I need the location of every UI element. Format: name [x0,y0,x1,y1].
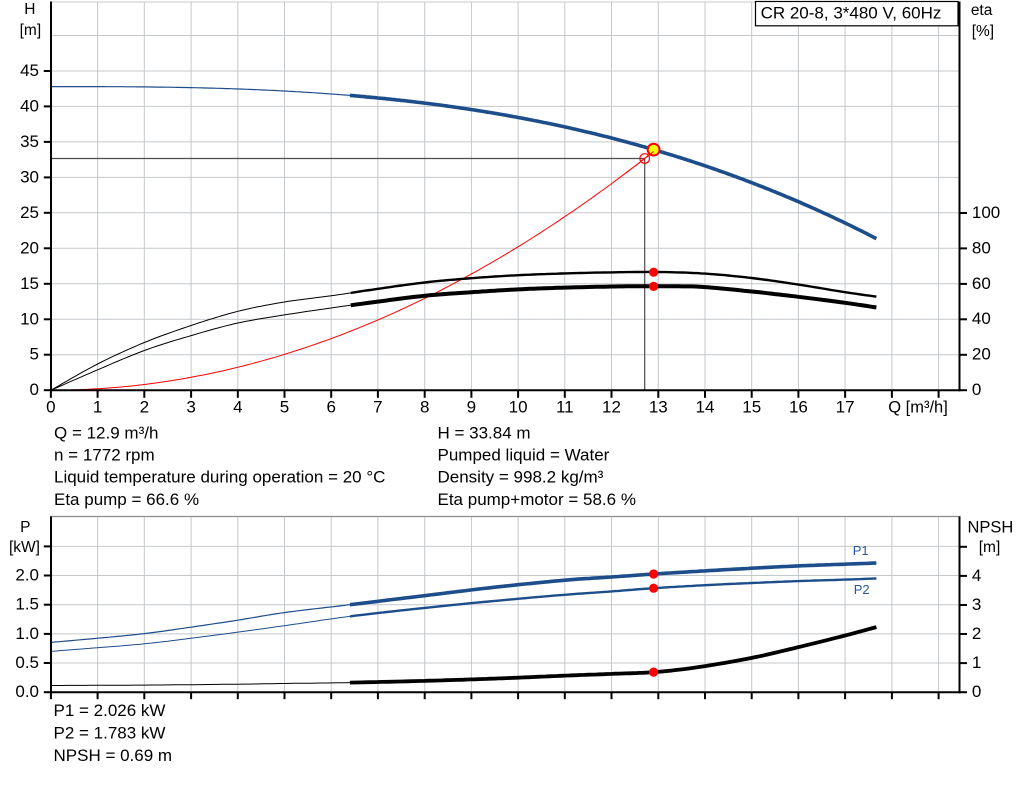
svg-text:5: 5 [280,397,289,416]
svg-text:60: 60 [972,274,991,293]
svg-text:10: 10 [509,397,528,416]
svg-text:NPSH: NPSH [967,519,1013,537]
svg-text:6: 6 [326,397,335,416]
svg-text:[m]: [m] [20,22,42,39]
svg-text:0: 0 [30,380,39,399]
svg-text:16: 16 [789,397,808,416]
svg-text:10: 10 [20,309,39,328]
svg-text:Liquid temperature during oper: Liquid temperature during operation = 20… [54,468,385,487]
svg-text:15: 15 [742,397,761,416]
svg-text:Q [m³/h]: Q [m³/h] [888,398,948,416]
svg-text:[m]: [m] [979,539,1001,556]
svg-text:Eta pump = 66.6 %: Eta pump = 66.6 % [54,490,199,509]
svg-text:H = 33.84 m: H = 33.84 m [438,423,531,442]
svg-text:4: 4 [972,566,981,585]
svg-text:40: 40 [20,96,39,115]
svg-text:P2: P2 [854,582,870,597]
svg-text:3: 3 [186,397,195,416]
svg-text:1: 1 [93,397,102,416]
svg-text:100: 100 [972,203,1000,222]
svg-text:P1: P1 [853,543,869,558]
svg-text:15: 15 [20,274,39,293]
svg-text:n = 1772 rpm: n = 1772 rpm [54,446,155,465]
svg-text:0: 0 [972,682,981,701]
svg-text:45: 45 [20,61,39,80]
svg-text:P2 = 1.783 kW: P2 = 1.783 kW [54,724,166,743]
svg-text:H: H [24,1,35,18]
svg-text:11: 11 [556,397,574,416]
svg-text:4: 4 [233,397,242,416]
svg-text:12: 12 [602,397,621,416]
svg-text:0: 0 [972,380,981,399]
svg-text:1.0: 1.0 [15,624,39,643]
svg-text:1.5: 1.5 [15,595,39,614]
svg-text:CR 20-8, 3*480 V, 60Hz: CR 20-8, 3*480 V, 60Hz [761,4,942,23]
svg-text:0.0: 0.0 [15,682,39,701]
svg-text:5: 5 [30,345,39,364]
svg-text:2: 2 [972,624,981,643]
svg-text:3: 3 [972,595,981,614]
svg-text:35: 35 [20,132,39,151]
svg-text:2.0: 2.0 [15,565,39,584]
svg-text:Q = 12.9 m³/h: Q = 12.9 m³/h [54,423,158,442]
svg-text:30: 30 [20,167,39,186]
svg-text:Density = 998.2 kg/m³: Density = 998.2 kg/m³ [438,468,604,487]
svg-text:0.5: 0.5 [15,653,39,672]
svg-text:20: 20 [20,238,39,257]
svg-text:0: 0 [46,397,55,416]
svg-text:7: 7 [373,397,382,416]
svg-text:NPSH = 0.69 m: NPSH = 0.69 m [54,746,173,765]
svg-text:2: 2 [140,397,149,416]
svg-text:25: 25 [20,203,39,222]
svg-text:[%]: [%] [972,23,994,40]
svg-text:Pumped liquid = Water: Pumped liquid = Water [438,446,610,465]
svg-text:20: 20 [972,345,991,364]
svg-text:P: P [20,519,30,536]
svg-text:9: 9 [467,397,476,416]
svg-text:P1 = 2.026 kW: P1 = 2.026 kW [54,701,166,720]
svg-text:1: 1 [972,653,981,672]
svg-text:[kW]: [kW] [9,539,40,556]
svg-text:14: 14 [696,397,715,416]
svg-text:80: 80 [972,238,991,257]
svg-text:13: 13 [649,397,668,416]
svg-text:40: 40 [972,309,991,328]
svg-text:eta: eta [971,2,993,19]
svg-text:Eta pump+motor = 58.6 %: Eta pump+motor = 58.6 % [438,490,636,509]
svg-text:17: 17 [836,397,855,416]
svg-text:8: 8 [420,397,429,416]
